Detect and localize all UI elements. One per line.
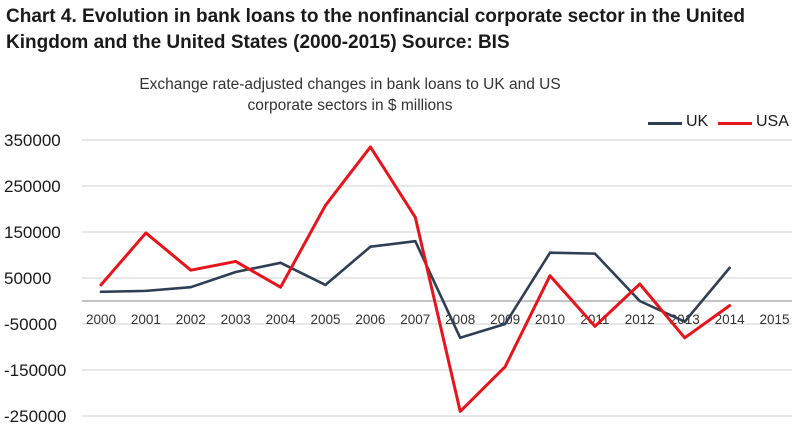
data-point-usa-2014 xyxy=(728,304,731,307)
x-tick-label-2015: 2015 xyxy=(759,312,789,327)
x-tick-label-2012: 2012 xyxy=(625,312,655,327)
data-point-usa-2011 xyxy=(593,325,597,328)
data-point-uk-2008 xyxy=(459,336,462,339)
y-tick-label-250000: 250000 xyxy=(4,177,61,196)
x-tick-label-2007: 2007 xyxy=(400,312,430,327)
data-point-usa-2005 xyxy=(324,204,327,207)
data-point-usa-2012 xyxy=(638,282,641,286)
y-tick-label--250000: -250000 xyxy=(4,407,66,426)
data-point-uk-2009 xyxy=(503,322,507,326)
series-line-usa xyxy=(99,145,732,413)
data-point-usa-2004 xyxy=(279,286,282,289)
x-tick-label-2006: 2006 xyxy=(355,312,385,327)
data-point-uk-2007 xyxy=(414,240,417,243)
data-point-usa-2008 xyxy=(459,410,462,413)
data-point-usa-2001 xyxy=(144,231,148,235)
data-point-uk-2014 xyxy=(728,266,731,270)
data-point-usa-2013 xyxy=(683,336,686,339)
x-tick-label-2002: 2002 xyxy=(176,312,206,327)
data-point-uk-2005 xyxy=(324,283,327,287)
data-point-uk-2013 xyxy=(683,320,686,323)
data-point-usa-2002 xyxy=(189,268,192,272)
data-point-usa-2006 xyxy=(369,145,372,149)
data-point-uk-2006 xyxy=(369,245,372,248)
data-point-uk-2010 xyxy=(548,251,552,254)
y-tick-label--150000: -150000 xyxy=(4,361,66,380)
x-tick-label-2011: 2011 xyxy=(580,312,609,327)
data-point-uk-2001 xyxy=(144,289,148,293)
x-tick-label-2000: 2000 xyxy=(86,312,116,327)
legend-label-usa: USA xyxy=(756,113,789,130)
data-point-uk-2002 xyxy=(189,286,192,289)
data-point-usa-2007 xyxy=(414,216,417,219)
data-point-uk-2004 xyxy=(279,261,282,265)
data-point-uk-2012 xyxy=(638,299,641,303)
legend-label-uk: UK xyxy=(686,113,709,130)
x-tick-label-2004: 2004 xyxy=(266,312,297,327)
chart-heading: Chart 4. Evolution in bank loans to the … xyxy=(6,6,745,53)
data-point-uk-2000 xyxy=(99,290,103,293)
y-tick-label-350000: 350000 xyxy=(4,131,61,150)
data-point-usa-2009 xyxy=(503,365,507,368)
chart-subtitle-line-2: corporate sectors in $ millions xyxy=(247,97,453,114)
x-tick-label-2014: 2014 xyxy=(715,312,746,327)
y-tick-label-150000: 150000 xyxy=(4,223,61,242)
legend-swatch-uk xyxy=(648,122,682,125)
x-tick-label-2005: 2005 xyxy=(310,312,340,327)
data-point-usa-2003 xyxy=(234,260,237,263)
chart-subtitle-line-1: Exchange rate-adjusted changes in bank l… xyxy=(139,76,561,93)
y-tick-label--50000: -50000 xyxy=(4,315,57,334)
data-point-uk-2003 xyxy=(234,270,237,274)
x-tick-label-2003: 2003 xyxy=(221,312,251,327)
x-tick-label-2001: 2001 xyxy=(131,312,161,327)
data-point-usa-2000 xyxy=(99,283,103,287)
data-point-usa-2010 xyxy=(548,274,552,277)
x-tick-label-2010: 2010 xyxy=(535,312,565,327)
y-tick-label-50000: 50000 xyxy=(4,269,51,288)
data-point-uk-2011 xyxy=(593,252,597,255)
legend-swatch-usa xyxy=(718,122,752,125)
x-tick-label-2009: 2009 xyxy=(490,312,520,327)
x-tick-label-2013: 2013 xyxy=(670,312,700,327)
chart-subtitle: Exchange rate-adjusted changes in bank l… xyxy=(0,74,700,116)
